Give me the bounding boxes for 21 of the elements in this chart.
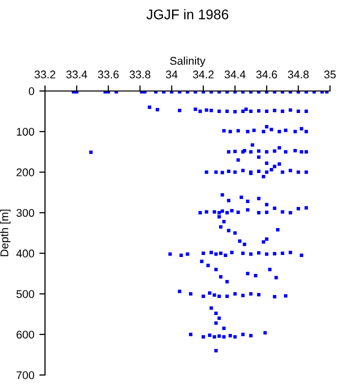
y-tick-label: 300	[16, 208, 34, 217]
y-tick-label: 500	[16, 290, 34, 298]
x-tick-label: 34.4	[224, 70, 246, 78]
x-tick-label: 33.8	[130, 70, 150, 78]
chart-title: JGJF in 1986	[146, 9, 228, 20]
x-tick-label: 33.6	[98, 70, 119, 78]
y-tick-label: 200	[16, 168, 34, 176]
y-axis-title: Depth [m]	[0, 210, 10, 256]
x-tick-label: 34	[166, 70, 178, 78]
x-axis-title: Salinity	[170, 56, 206, 67]
x-tick-label: 33.4	[66, 70, 88, 78]
y-tick-label: 0	[28, 87, 34, 96]
x-tick-label: 33.2	[34, 70, 56, 78]
y-tick-label: 700	[16, 371, 34, 380]
y-tick-label: 400	[16, 250, 34, 258]
x-tick-label: 34.2	[192, 70, 214, 78]
x-tick-label: 34.8	[288, 70, 309, 78]
y-tick-label: 600	[16, 330, 34, 339]
x-tick-label: 35	[324, 70, 336, 78]
y-tick-label: 100	[16, 128, 34, 136]
x-tick-label: 34.6	[256, 70, 277, 78]
